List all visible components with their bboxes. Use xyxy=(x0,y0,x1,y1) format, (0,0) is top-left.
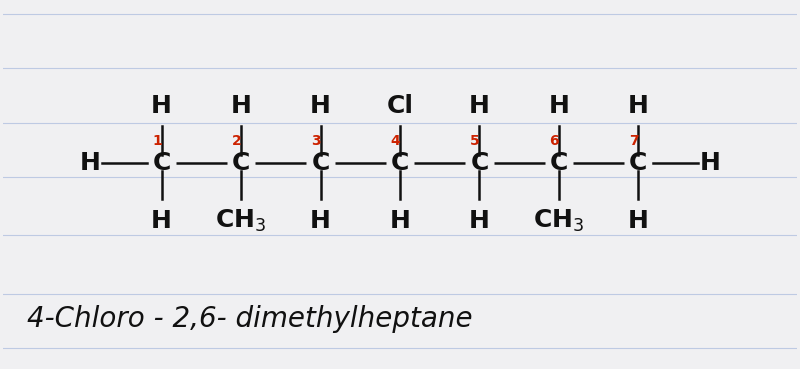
Text: H: H xyxy=(628,209,649,233)
Text: 3: 3 xyxy=(311,134,321,148)
Text: H: H xyxy=(628,94,649,118)
Text: H: H xyxy=(151,209,172,233)
Text: H: H xyxy=(151,94,172,118)
Text: C: C xyxy=(232,151,250,175)
Text: H: H xyxy=(390,209,410,233)
Text: 4: 4 xyxy=(390,134,400,148)
Text: H: H xyxy=(80,151,101,175)
Text: C: C xyxy=(550,151,568,175)
Text: C: C xyxy=(311,151,330,175)
Text: 7: 7 xyxy=(629,134,638,148)
Text: CH$_3$: CH$_3$ xyxy=(215,208,266,234)
Text: C: C xyxy=(470,151,489,175)
Text: H: H xyxy=(549,94,570,118)
Text: H: H xyxy=(699,151,720,175)
Text: C: C xyxy=(153,151,171,175)
Text: H: H xyxy=(310,94,331,118)
Text: 4-Chloro - 2,6- dimethylheptane: 4-Chloro - 2,6- dimethylheptane xyxy=(26,305,472,333)
Text: C: C xyxy=(629,151,647,175)
Text: 6: 6 xyxy=(550,134,559,148)
Text: 5: 5 xyxy=(470,134,479,148)
Text: Cl: Cl xyxy=(386,94,414,118)
Text: H: H xyxy=(469,94,490,118)
Text: 2: 2 xyxy=(231,134,242,148)
Text: CH$_3$: CH$_3$ xyxy=(534,208,585,234)
Text: C: C xyxy=(391,151,409,175)
Text: 1: 1 xyxy=(152,134,162,148)
Text: H: H xyxy=(310,209,331,233)
Text: H: H xyxy=(469,209,490,233)
Text: H: H xyxy=(230,94,251,118)
